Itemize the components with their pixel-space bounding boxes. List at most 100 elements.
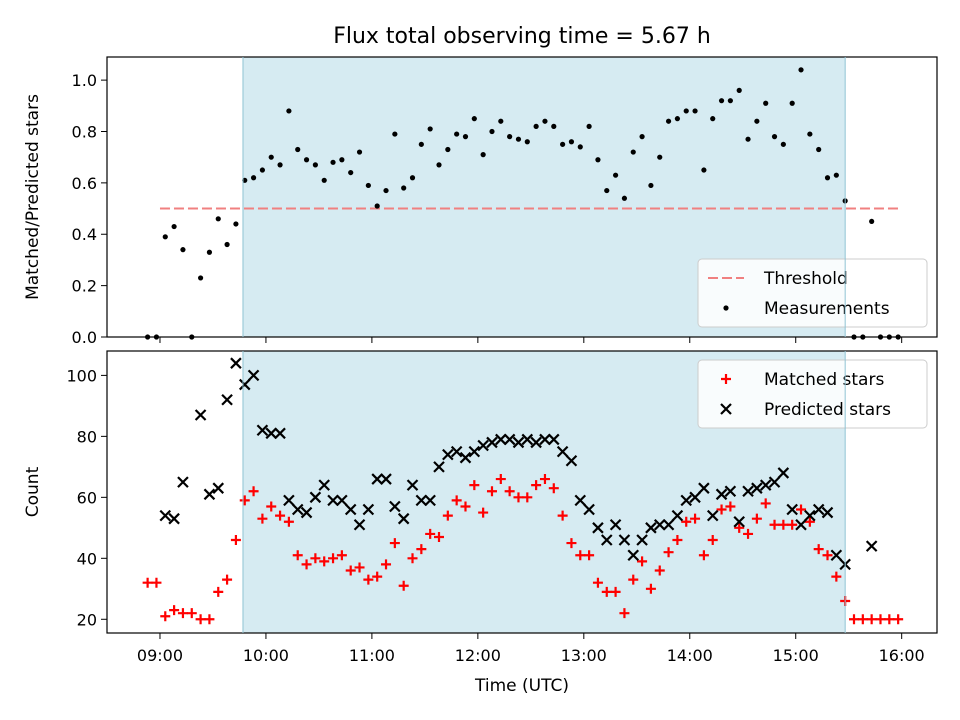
predicted-stars-point (751, 482, 763, 494)
count-legend: Matched stars Predicted stars (697, 359, 928, 429)
measurement-point (692, 108, 698, 114)
count-axis-ticks: 20 40 60 80 100 09:00 10:00 11:00 12:00 13:00 14:0… (66, 366, 924, 665)
predicted-stars-point (203, 488, 216, 501)
predicted-stars-point (821, 506, 834, 519)
matched-stars-point (592, 577, 603, 588)
predicted-stars-point (336, 494, 348, 507)
count-panel: 20 40 60 80 100 09:00 10:00 11:00 12:00 13:00 14:0… (23, 350, 938, 665)
count-panel-frame (106, 350, 938, 634)
matched-stars-point (319, 556, 330, 567)
predicted-stars-point (283, 494, 295, 507)
matched-stars-point (230, 535, 241, 546)
chart-title: Flux total observing time = 5.67 h (333, 24, 711, 49)
matched-stars-point (566, 538, 577, 549)
matched-stars-point (849, 614, 859, 625)
predicted-stars-point (424, 494, 436, 507)
measurement-point (586, 123, 592, 129)
measurement-point (630, 149, 636, 155)
predicted-stars-point (627, 549, 640, 562)
measurement-points (145, 67, 901, 340)
matched-stars-point (522, 492, 533, 503)
measurement-point (356, 149, 363, 155)
matched-stars-point (345, 565, 356, 576)
predicted-stars-point (724, 485, 737, 498)
predicted-stars-point (671, 509, 684, 522)
matched-stars-point (893, 614, 904, 625)
measurement-point (233, 221, 239, 227)
predicted-stars-point (662, 518, 675, 531)
matched-stars-point (460, 501, 471, 512)
matched-stars-point (495, 474, 506, 485)
matched-stars-point (548, 483, 559, 494)
measurement-point (798, 67, 804, 73)
measurement-point (833, 172, 839, 178)
predicted-stars-point (680, 494, 693, 507)
predicted-stars-point (415, 494, 428, 507)
matched-stars-point (610, 586, 621, 597)
matched-stars-point (531, 480, 542, 491)
matched-stars-point (177, 608, 188, 619)
predicted-stars-point (512, 436, 525, 449)
predicted-stars-point (389, 500, 401, 513)
measurement-point (542, 118, 548, 124)
measurement-point (180, 247, 186, 253)
measurement-point (745, 136, 751, 142)
predicted-stars-point (177, 476, 189, 488)
measurement-point (286, 108, 292, 114)
measurement-point (401, 185, 407, 191)
measurement-point (418, 141, 424, 147)
matched-stars-point (204, 614, 215, 625)
predicted-stars-point (459, 451, 472, 464)
predicted-stars-point (309, 491, 322, 504)
measurement-point (224, 241, 230, 248)
legend-measurement-swatch (723, 305, 729, 311)
matched-stars-point (310, 553, 321, 564)
predicted-stars-point (221, 394, 233, 406)
measurement-point (807, 131, 813, 137)
y-tick-label: 0.2 (72, 277, 97, 296)
measurement-point (445, 146, 451, 153)
measurement-point (259, 167, 266, 173)
matched-stars-point (151, 577, 162, 588)
x-tick-label: 11:00 (349, 646, 395, 665)
predicted-stars-point (530, 436, 542, 449)
matched-stars-point (504, 486, 515, 497)
measurement-point (480, 152, 486, 158)
measurement-point (374, 203, 380, 209)
matched-stars-point (354, 562, 365, 573)
matched-stars-point (654, 565, 665, 576)
matched-stars-point (884, 614, 895, 625)
measurement-point (621, 195, 628, 201)
matched-stars-point (451, 495, 462, 506)
predicted-stars-point (194, 409, 207, 421)
predicted-stars-point (486, 436, 498, 449)
measurement-point (383, 187, 389, 194)
matched-stars-point (857, 614, 868, 625)
predicted-stars-point (477, 439, 489, 452)
predicted-stars-point (433, 461, 445, 473)
y-tick-label: 0.4 (72, 225, 97, 244)
matched-stars-point (831, 571, 842, 582)
measurement-point (816, 146, 822, 153)
matched-stars-point (486, 486, 497, 497)
y-tick-label: 20 (77, 610, 97, 629)
measurement-point (701, 167, 707, 173)
ratio-y-axis-label: Matched/Predicted stars (23, 94, 43, 300)
matched-stars-point (804, 516, 815, 527)
predicted-stars-point (265, 427, 278, 440)
matched-stars-point (363, 574, 374, 585)
predicted-stars-point (812, 503, 825, 516)
matched-stars-point (557, 510, 568, 521)
matched-stars-point (478, 507, 489, 518)
predicted-stars-point (300, 506, 313, 519)
matched-stars-point (248, 486, 259, 497)
measurement-point (427, 126, 433, 132)
matched-stars-point (734, 522, 745, 533)
predicted-stars-point (539, 433, 551, 446)
measurement-point (498, 118, 504, 124)
matched-stars-point (372, 571, 383, 582)
legend-label: Threshold (763, 269, 848, 289)
x-tick-label: 10:00 (243, 646, 289, 665)
predicted-stars-point (733, 515, 745, 528)
measurement-point (612, 172, 619, 178)
